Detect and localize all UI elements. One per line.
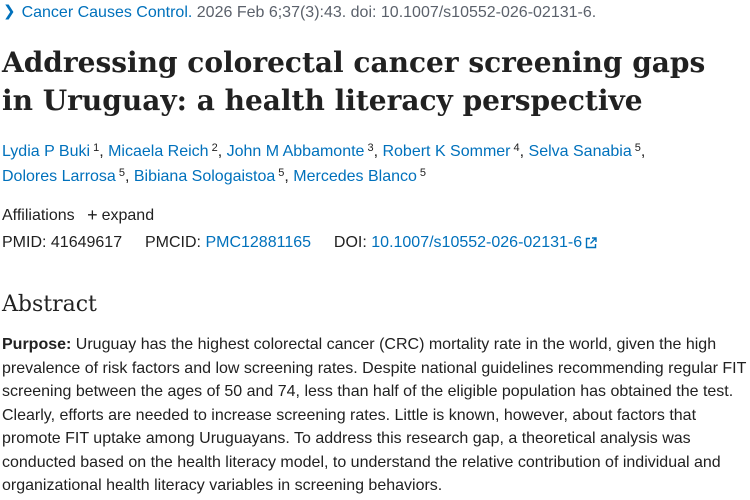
citation-line: ❯ Cancer Causes Control. 2026 Feb 6;37(3)… bbox=[3, 3, 596, 23]
author-item: Robert K Sommer 4 bbox=[382, 142, 520, 161]
author-item: Lydia P Buki 1 bbox=[2, 142, 100, 161]
affiliation-ref[interactable]: 5 bbox=[419, 167, 427, 179]
author-item: Bibiana Sologaistoa 5 bbox=[133, 167, 285, 186]
pmid-label: PMID: bbox=[2, 234, 47, 251]
plus-icon: + bbox=[87, 205, 98, 225]
author-item: Selva Sanabia 5 bbox=[528, 142, 641, 161]
expand-label: expand bbox=[101, 207, 155, 224]
author-link[interactable]: John M Abbamonte bbox=[226, 143, 365, 160]
affiliation-ref[interactable]: 2 bbox=[211, 142, 218, 154]
affiliation-ref[interactable]: 1 bbox=[93, 142, 100, 154]
doi-label: DOI: bbox=[333, 234, 367, 251]
abstract-paragraph: Purpose: Uruguay has the highest colorec… bbox=[2, 333, 750, 498]
pmcid-label: PMCID: bbox=[145, 234, 201, 251]
purpose-text: Uruguay has the highest colorectal cance… bbox=[2, 336, 747, 494]
affiliation-ref[interactable]: 5 bbox=[634, 142, 641, 154]
chevron-right-icon[interactable]: ❯ bbox=[3, 3, 16, 20]
author-link[interactable]: Lydia P Buki bbox=[2, 143, 91, 160]
author-link[interactable]: Dolores Larrosa bbox=[2, 168, 116, 185]
author-list: Lydia P Buki 1, Micaela Reich 2, John M Ab… bbox=[2, 142, 646, 186]
author-link[interactable]: Bibiana Sologaistoa bbox=[133, 168, 276, 185]
expand-affiliations-button[interactable]: + expand bbox=[87, 205, 155, 225]
doi-value: 10.1007/s10552-026-02131-6 bbox=[371, 234, 583, 251]
citation-details: 2026 Feb 6;37(3):43. doi: 10.1007/s10552… bbox=[192, 4, 597, 21]
external-link-icon bbox=[585, 237, 597, 249]
affiliation-ref[interactable]: 5 bbox=[278, 167, 285, 179]
author-link[interactable]: Mercedes Blanco bbox=[293, 168, 417, 185]
author-item: Dolores Larrosa 5 bbox=[2, 167, 125, 186]
abstract-heading: Abstract bbox=[2, 292, 97, 317]
journal-link[interactable]: Cancer Causes Control. bbox=[21, 4, 193, 21]
identifiers-row: PMID: 41649617 PMCID: PMC12881165 DOI: 1… bbox=[2, 232, 597, 254]
doi-link[interactable]: 10.1007/s10552-026-02131-6 bbox=[371, 234, 597, 251]
author-item: John M Abbamonte 3 bbox=[226, 142, 374, 161]
pmcid-link[interactable]: PMC12881165 bbox=[205, 234, 312, 251]
author-link[interactable]: Micaela Reich bbox=[108, 143, 209, 160]
affiliation-ref[interactable]: 5 bbox=[118, 167, 125, 179]
affiliations-row: Affiliations + expand bbox=[2, 204, 154, 227]
affiliation-ref[interactable]: 3 bbox=[367, 142, 374, 154]
author-link[interactable]: Selva Sanabia bbox=[528, 143, 632, 160]
affiliation-ref[interactable]: 4 bbox=[513, 142, 520, 154]
purpose-label: Purpose: bbox=[2, 336, 72, 353]
author-link[interactable]: Robert K Sommer bbox=[382, 143, 511, 160]
author-item: Mercedes Blanco 5 bbox=[293, 167, 427, 186]
author-item: Micaela Reich 2 bbox=[108, 142, 218, 161]
affiliations-label: Affiliations bbox=[2, 207, 75, 224]
pmid-value: 41649617 bbox=[50, 234, 123, 251]
article-title: Addressing colorectal cancer screening g… bbox=[2, 46, 706, 117]
